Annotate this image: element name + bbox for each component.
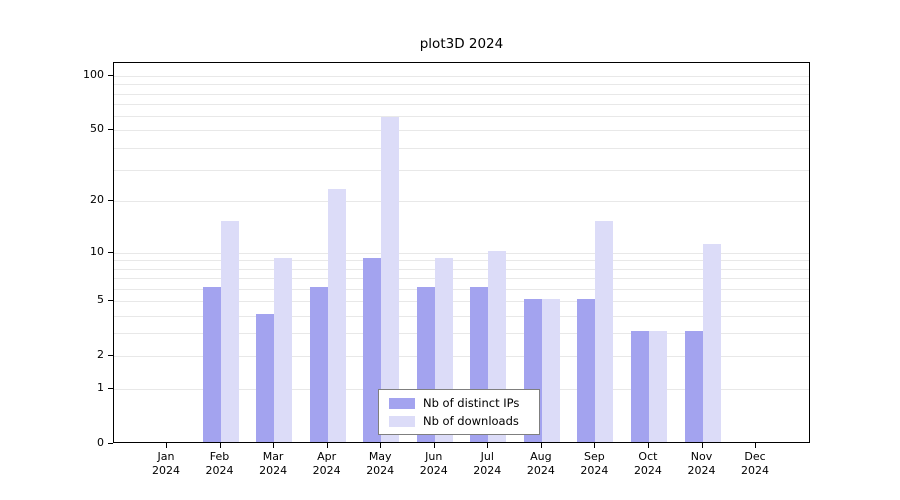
bar-distinct-ips-oct bbox=[630, 331, 649, 442]
gridline-6 bbox=[114, 288, 809, 290]
legend-label-downloads: Nb of downloads bbox=[423, 414, 519, 428]
legend-swatch-distinct-ips bbox=[389, 397, 415, 409]
legend: Nb of distinct IPs Nb of downloads bbox=[378, 389, 540, 435]
gridline-80 bbox=[114, 93, 809, 95]
x-tick-mark-sep bbox=[594, 443, 596, 448]
x-tick-mark-jan bbox=[166, 443, 167, 448]
legend-swatch-downloads bbox=[389, 415, 415, 427]
gridline-50 bbox=[114, 130, 809, 132]
y-tick-label-5: 5 bbox=[97, 293, 104, 307]
x-tick-label-mar: Mar 2024 bbox=[259, 450, 288, 477]
y-tick-mark-100 bbox=[108, 75, 113, 76]
x-tick-mark-nov bbox=[701, 443, 703, 448]
gridline-2 bbox=[114, 356, 809, 358]
y-tick-mark-20 bbox=[108, 200, 113, 202]
plot-area bbox=[113, 62, 810, 443]
bar-downloads-apr bbox=[327, 188, 346, 442]
x-tick-mark-apr bbox=[326, 443, 328, 448]
gridline-30 bbox=[114, 170, 809, 172]
gridline-9 bbox=[114, 260, 809, 262]
chart-title: plot3D 2024 bbox=[419, 36, 504, 52]
y-tick-label-100: 100 bbox=[83, 68, 104, 81]
y-tick-mark-10 bbox=[108, 251, 113, 253]
gridline-20 bbox=[114, 201, 809, 203]
gridline-10 bbox=[114, 252, 809, 254]
y-tick-label-0: 0 bbox=[97, 436, 104, 449]
gridline-40 bbox=[114, 147, 809, 149]
x-tick-label-nov: Nov 2024 bbox=[687, 450, 716, 477]
y-tick-mark-1 bbox=[108, 387, 113, 389]
x-tick-label-oct: Oct 2024 bbox=[633, 450, 662, 477]
x-tick-label-jul: Jul 2024 bbox=[473, 450, 502, 477]
legend-label-distinct-ips: Nb of distinct IPs bbox=[423, 396, 520, 410]
x-tick-label-jun: Jun 2024 bbox=[419, 450, 448, 477]
x-tick-label-sep: Sep 2024 bbox=[580, 450, 609, 477]
bar-distinct-ips-apr bbox=[309, 286, 328, 442]
bar-downloads-may bbox=[381, 116, 400, 442]
x-tick-label-apr: Apr 2024 bbox=[312, 450, 341, 477]
x-tick-label-aug: Aug 2024 bbox=[526, 450, 555, 477]
bar-downloads-feb bbox=[220, 220, 239, 442]
gridline-90 bbox=[114, 84, 809, 86]
gridline-3 bbox=[114, 333, 809, 335]
x-tick-label-may: May 2024 bbox=[366, 450, 395, 477]
legend-item-distinct-ips: Nb of distinct IPs bbox=[389, 396, 529, 410]
bar-downloads-nov bbox=[702, 243, 721, 442]
y-tick-mark-5 bbox=[108, 300, 113, 302]
x-tick-mark-may bbox=[380, 443, 382, 448]
bar-downloads-oct bbox=[648, 331, 667, 442]
bar-distinct-ips-mar bbox=[256, 313, 275, 442]
y-tick-mark-2 bbox=[108, 355, 113, 357]
x-tick-mark-aug bbox=[540, 443, 542, 448]
x-tick-mark-jun bbox=[433, 443, 435, 448]
bar-distinct-ips-may bbox=[363, 258, 382, 442]
x-tick-mark-feb bbox=[219, 443, 221, 448]
bar-downloads-mar bbox=[274, 258, 293, 442]
y-tick-mark-50 bbox=[108, 129, 113, 131]
bar-downloads-aug bbox=[541, 299, 560, 442]
x-tick-mark-jul bbox=[487, 443, 489, 448]
x-tick-mark-mar bbox=[273, 443, 275, 448]
gridline-100 bbox=[114, 76, 809, 77]
x-tick-label-dec: Dec 2024 bbox=[741, 450, 770, 477]
bar-distinct-ips-sep bbox=[577, 299, 596, 442]
y-tick-label-1: 1 bbox=[97, 380, 104, 394]
x-tick-mark-dec bbox=[755, 443, 757, 448]
legend-item-downloads: Nb of downloads bbox=[389, 414, 529, 428]
bar-downloads-sep bbox=[595, 220, 614, 442]
y-tick-mark-0 bbox=[108, 443, 113, 444]
y-tick-label-50: 50 bbox=[90, 122, 104, 136]
gridline-60 bbox=[114, 116, 809, 118]
gridline-4 bbox=[114, 315, 809, 317]
y-tick-label-20: 20 bbox=[90, 193, 104, 207]
y-tick-label-2: 2 bbox=[97, 348, 104, 362]
x-tick-label-jan: Jan 2024 bbox=[152, 450, 180, 477]
bar-distinct-ips-feb bbox=[202, 286, 221, 442]
x-tick-label-feb: Feb 2024 bbox=[205, 450, 234, 477]
gridline-70 bbox=[114, 104, 809, 106]
x-tick-mark-oct bbox=[647, 443, 649, 448]
y-tick-label-10: 10 bbox=[90, 244, 104, 258]
gridline-8 bbox=[114, 268, 809, 270]
gridline-5 bbox=[114, 301, 809, 303]
gridline-7 bbox=[114, 278, 809, 280]
bar-distinct-ips-nov bbox=[684, 331, 703, 442]
